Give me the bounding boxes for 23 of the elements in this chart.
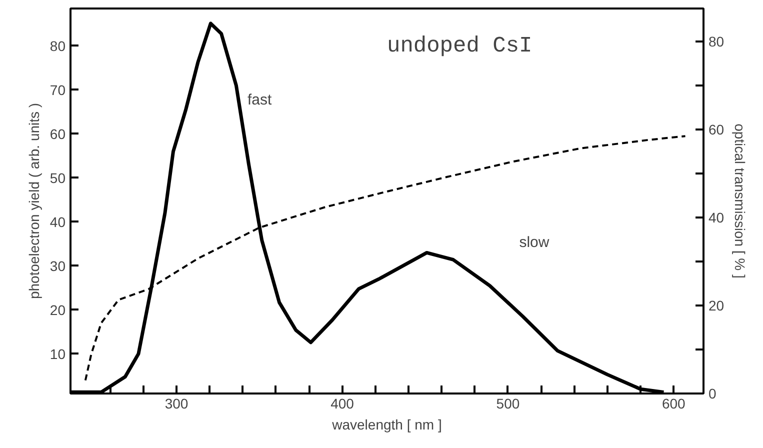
y-tick-label: 20: [50, 302, 66, 318]
y2-tick-label: 60: [708, 122, 724, 138]
y2-tick-label: 0: [708, 386, 716, 402]
y2-tick-label: 80: [708, 34, 724, 50]
y-tick-label: 10: [50, 346, 66, 362]
y-axis-title: photoelectron yield ( arb. units ): [26, 102, 42, 300]
x-axis-title: wavelength [ nm ]: [331, 416, 442, 432]
y-tick-label: 80: [50, 38, 66, 54]
annotation: slow: [519, 234, 550, 252]
y-tick-label: 30: [50, 258, 66, 274]
y2-axis-title: optical transmission [ % ]: [732, 124, 748, 278]
annotation: fast: [247, 92, 272, 109]
y-tick-label: 40: [50, 214, 66, 230]
text: undoped CsI: [387, 34, 532, 58]
y2-tick-label: 40: [708, 210, 724, 226]
y-tick-label: 70: [50, 82, 66, 98]
y-tick-label: 50: [50, 170, 66, 186]
x-tick-label: 600: [662, 396, 686, 412]
y2-tick-label: 20: [708, 298, 724, 314]
x-tick-label: 400: [330, 396, 354, 412]
x-tick-label: 500: [496, 396, 520, 412]
y-tick-label: 60: [50, 126, 66, 142]
x-tick-label: 300: [164, 396, 188, 412]
